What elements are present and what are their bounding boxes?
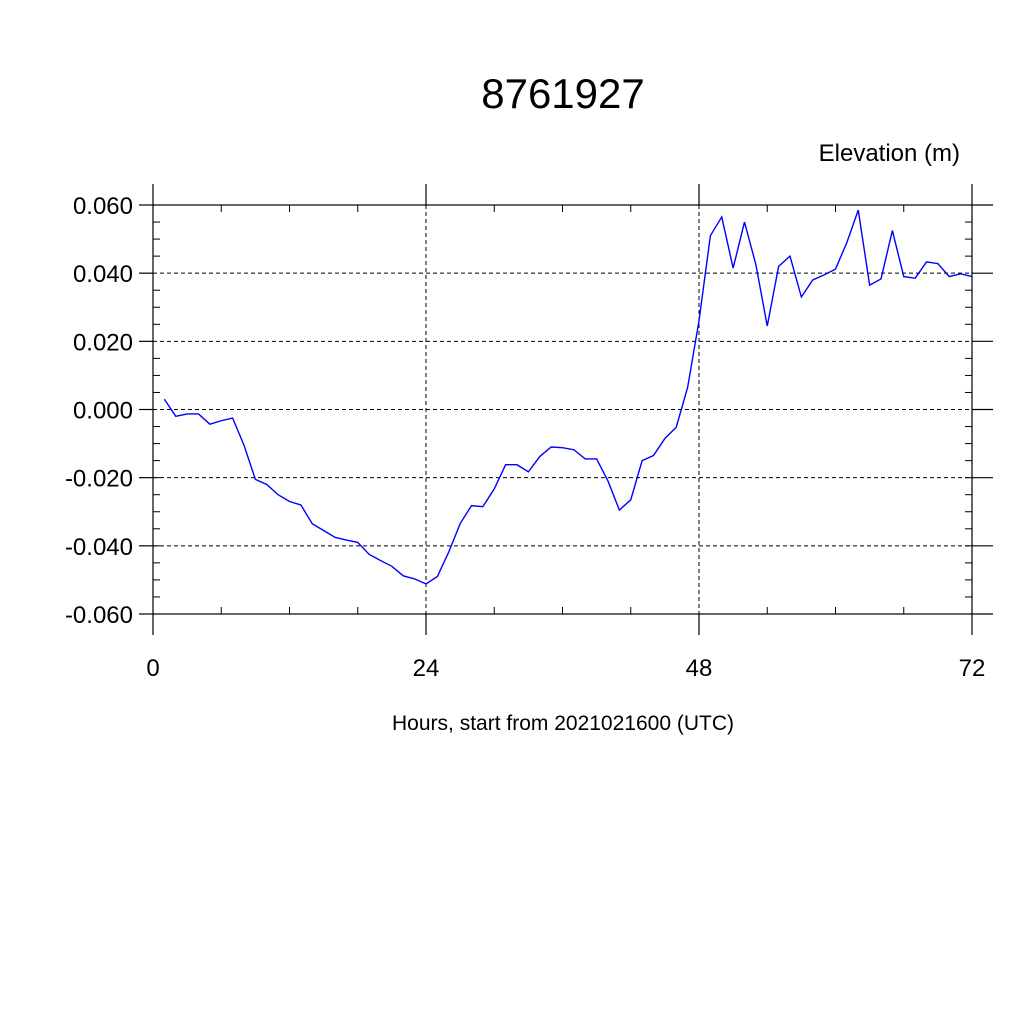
x-axis-label: Hours, start from 2021021600 (UTC) (392, 712, 734, 735)
x-tick-label: 0 (146, 655, 159, 682)
y-axis-label: Elevation (m) (819, 140, 960, 167)
y-tick-label: -0.060 (65, 602, 133, 629)
elevation-series-line (163, 209, 973, 585)
chart-title: 8761927 (481, 70, 645, 117)
y-tick-label: 0.020 (73, 329, 133, 356)
y-tick-label: 0.040 (73, 261, 133, 288)
y-tick-label: -0.040 (65, 534, 133, 561)
y-tick-label: -0.020 (65, 466, 133, 493)
x-tick-label: 48 (686, 655, 713, 682)
axis-ticks (139, 184, 993, 635)
y-tick-label: 0.000 (73, 398, 133, 425)
x-tick-labels: 0 24 48 72 (146, 655, 985, 682)
x-tick-label: 72 (959, 655, 986, 682)
y-tick-labels: 0.060 0.040 0.020 0.000 -0.020 -0.040 -0.060 (65, 193, 133, 629)
y-tick-label: 0.060 (73, 193, 133, 220)
x-tick-label: 24 (413, 655, 440, 682)
